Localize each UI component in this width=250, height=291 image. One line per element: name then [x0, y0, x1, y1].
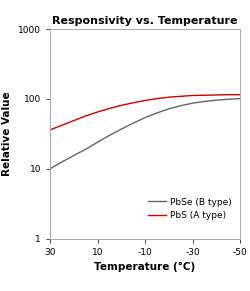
- PbSe (B type): [238, 97, 242, 100]
- Legend: PbSe (B type), PbS (A type): PbSe (B type), PbS (A type): [144, 194, 236, 223]
- PbS (A type): [191, 94, 194, 97]
- PbSe (B type): [108, 134, 111, 137]
- PbSe (B type): [48, 167, 51, 171]
- Line: PbS (A type): PbS (A type): [50, 95, 240, 130]
- PbSe (B type): [96, 141, 99, 144]
- PbS (A type): [132, 101, 134, 104]
- PbSe (B type): [215, 98, 218, 102]
- PbSe (B type): [167, 107, 170, 111]
- PbSe (B type): [84, 148, 87, 151]
- PbS (A type): [167, 95, 170, 99]
- Line: PbSe (B type): PbSe (B type): [50, 99, 240, 169]
- PbSe (B type): [156, 111, 158, 115]
- PbSe (B type): [144, 116, 146, 119]
- PbSe (B type): [132, 121, 134, 125]
- PbSe (B type): [120, 127, 123, 131]
- PbS (A type): [120, 104, 123, 107]
- PbSe (B type): [191, 102, 194, 105]
- PbS (A type): [48, 128, 51, 132]
- PbS (A type): [226, 93, 230, 96]
- PbS (A type): [144, 99, 146, 102]
- PbS (A type): [156, 97, 158, 100]
- PbS (A type): [179, 95, 182, 98]
- PbS (A type): [72, 119, 75, 122]
- PbS (A type): [96, 110, 99, 114]
- Y-axis label: Relative Value: Relative Value: [2, 92, 12, 176]
- PbSe (B type): [226, 97, 230, 101]
- PbS (A type): [108, 107, 111, 110]
- PbSe (B type): [72, 154, 75, 157]
- PbS (A type): [84, 114, 87, 118]
- PbSe (B type): [203, 100, 206, 103]
- PbSe (B type): [179, 104, 182, 107]
- PbSe (B type): [60, 160, 64, 164]
- PbS (A type): [238, 93, 242, 96]
- PbS (A type): [215, 93, 218, 97]
- X-axis label: Temperature (°C): Temperature (°C): [94, 262, 196, 272]
- Title: Responsivity vs. Temperature: Responsivity vs. Temperature: [52, 15, 238, 26]
- PbS (A type): [203, 93, 206, 97]
- PbS (A type): [60, 123, 64, 127]
